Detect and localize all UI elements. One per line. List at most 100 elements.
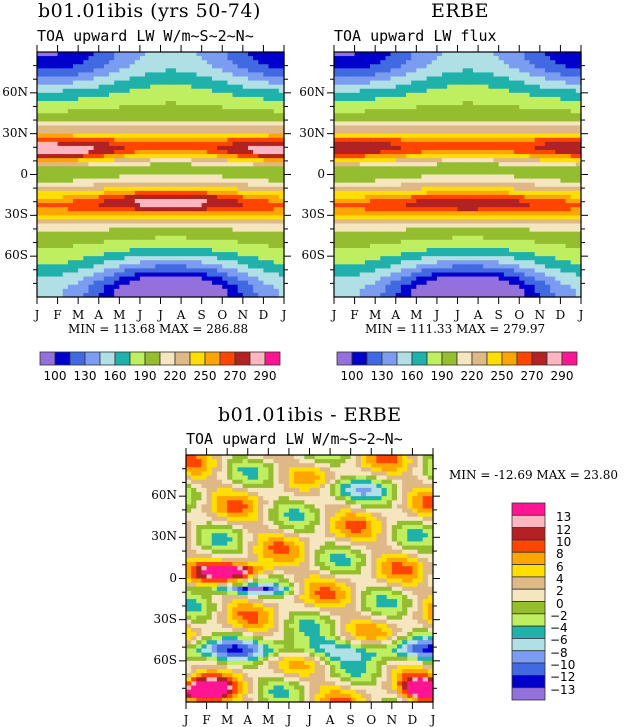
contour-cell [529,154,536,159]
contour-cell [98,101,105,106]
contour-cell [529,125,536,131]
contour-cell [98,182,105,188]
contour-cell [119,113,126,118]
contour-cell [52,133,59,139]
contour-cell [544,190,551,196]
contour-cell [124,170,131,176]
contour-cell [83,133,90,139]
contour-cell [222,84,228,90]
contour-cell [544,199,551,204]
contour-cell [385,150,392,155]
contour-cell [519,137,525,143]
contour-cell [339,203,345,208]
contour-cell [78,276,84,282]
contour-cell [349,84,356,90]
contour-cell [478,150,484,155]
contour-cell [370,186,376,192]
contour-cell [93,76,100,82]
contour-cell [375,162,381,167]
contour-cell [67,268,74,274]
contour-cell [206,260,213,265]
contour-cell [575,72,582,78]
contour-cell [359,80,366,86]
contour-cell [47,264,54,270]
contour-cell [273,207,280,212]
contour-cell [524,84,531,90]
contour-cell [237,84,244,90]
contour-cell [406,211,412,216]
contour-cell [119,137,126,143]
contour-cell [196,117,203,123]
contour-cell [83,154,90,159]
contour-cell [253,129,259,135]
contour-cell [119,109,126,114]
contour-cell [519,109,525,114]
contour-cell [565,68,572,74]
contour-cell [57,194,64,200]
contour-cell [73,109,79,114]
contour-cell [103,109,110,114]
contour-cell [175,170,182,176]
contour-cell [98,264,105,270]
contour-cell [529,101,536,106]
contour-cell [232,80,239,86]
contour-cell [555,174,562,180]
contour-cell [139,288,146,294]
contour-cell [268,109,275,114]
contour-cell [498,186,505,192]
contour-cell [364,154,371,159]
contour-cell [191,145,198,151]
contour-cell [181,203,187,208]
contour-cell [508,129,515,135]
contour-cell [124,284,131,290]
contour-cell [237,199,244,204]
contour-cell [191,231,198,237]
contour-cell [134,190,141,196]
contour-cell [62,129,69,135]
contour-cell [206,56,213,61]
contour-cell [88,211,95,216]
contour-cell [175,162,182,167]
contour-cell [227,288,234,294]
contour-cell [508,92,515,98]
contour-cell [119,145,126,151]
contour-cell [514,60,520,65]
contour-cell [57,117,64,123]
contour-cell [83,272,90,278]
contour-cell [150,72,156,78]
contour-cell [349,64,356,69]
contour-cell [278,60,285,65]
contour-cell [150,68,156,74]
contour-cell [359,178,366,184]
contour-cell [62,272,69,278]
contour-cell [165,219,172,225]
contour-cell [247,170,254,176]
contour-cell [334,207,340,212]
contour-cell [52,211,59,216]
contour-cell [47,174,54,180]
contour-cell [570,121,577,127]
contour-cell [242,182,249,188]
contour-cell [508,211,515,216]
contour-cell [242,190,249,196]
contour-cell [134,248,141,253]
contour-cell [42,223,48,229]
contour-cell [263,101,270,106]
contour-cell [498,101,505,106]
contour-cell [380,215,387,221]
contour-cell [181,243,187,249]
contour-cell [457,203,464,208]
contour-cell [211,219,218,225]
contour-cell [472,117,479,123]
contour-cell [514,219,520,225]
contour-cell [211,158,218,163]
contour-cell [186,125,192,131]
contour-cell [457,145,464,151]
contour-cell [263,109,270,114]
contour-cell [421,199,428,204]
contour-cell [170,231,177,237]
contour-cell [42,166,48,172]
contour-cell [186,166,192,172]
contour-cell [103,256,110,261]
contour-cell [447,145,453,151]
